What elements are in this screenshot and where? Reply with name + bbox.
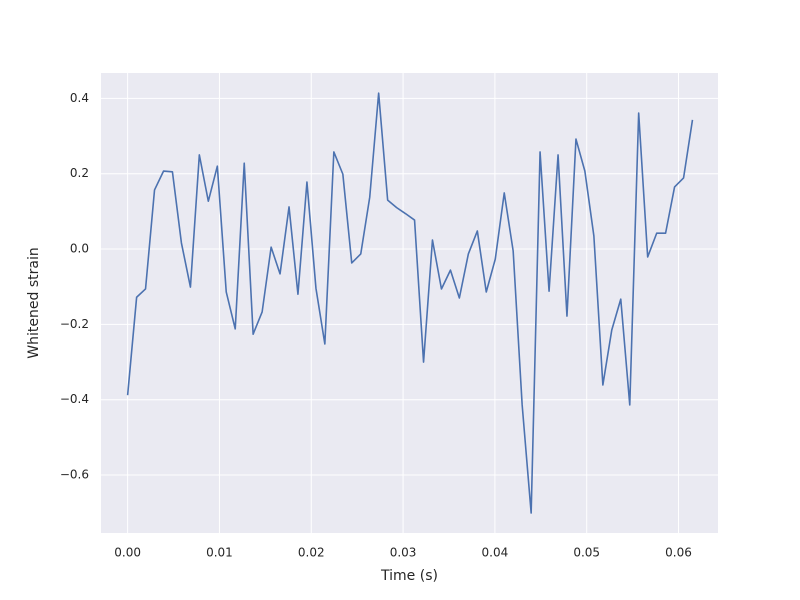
line-series [126,92,694,514]
y-tick-label: 0.4 [70,91,89,105]
y-axis-label: Whitened strain [26,247,42,358]
x-tick-label: 0.03 [390,546,417,560]
y-tick-label: −0.4 [60,392,89,406]
y-tick-label: 0.0 [70,242,89,256]
x-tick-label: 0.06 [665,546,692,560]
y-tick-label: −0.6 [60,468,89,482]
y-tick-label: 0.2 [70,166,89,180]
x-tick-label: 0.01 [206,546,233,560]
x-tick-label: 0.04 [482,546,509,560]
x-axis-label: Time (s) [380,568,438,584]
y-tick-label: −0.2 [60,317,89,331]
x-tick-label: 0.05 [573,546,600,560]
x-tick-label: 0.02 [298,546,325,560]
plot-area [101,73,718,533]
x-tick-label: 0.00 [114,546,141,560]
